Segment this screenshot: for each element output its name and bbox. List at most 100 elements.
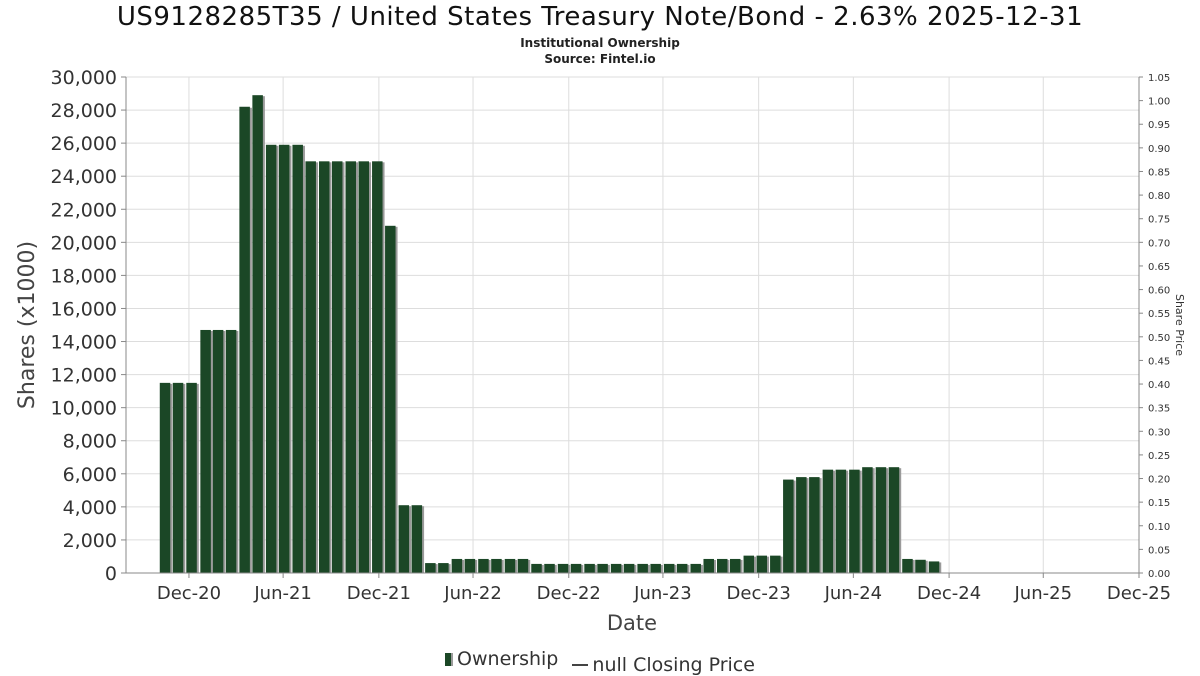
ownership-bar (610, 563, 622, 573)
ownership-bar (663, 563, 675, 573)
ownership-bar (875, 467, 887, 573)
ownership-bar (623, 563, 635, 573)
y-tick-label: 14,000 (51, 332, 117, 354)
y-axis-label: Shares (x1000) (15, 241, 40, 409)
ownership-bar (425, 563, 436, 573)
y-tick-label: 8,000 (63, 431, 117, 453)
x-axis-label: Date (607, 611, 657, 635)
y2-tick-label: 0.65 (1148, 262, 1170, 273)
ownership-bar (345, 161, 357, 573)
y2-tick-label: 0.05 (1148, 545, 1170, 556)
y2-tick-label: 0.35 (1148, 404, 1170, 415)
y-tick-label: 4,000 (63, 497, 117, 519)
y2-tick-label: 0.00 (1148, 569, 1170, 580)
y-tick-label: 24,000 (51, 166, 117, 188)
ownership-bar (225, 329, 237, 573)
ownership-bar (239, 106, 250, 573)
ownership-bar (292, 144, 303, 573)
ownership-bar (796, 477, 807, 573)
ownership-bar (730, 558, 741, 573)
ownership-bar (278, 144, 290, 573)
y-tick-label: 30,000 (51, 67, 117, 89)
ownership-bar (252, 95, 263, 573)
ownership-bar (650, 563, 661, 573)
ownership-bar (200, 329, 211, 573)
x-tick-label: Dec-25 (1107, 583, 1171, 604)
axes: 0 2,000 4,000 6,000 8,000 10,000 12,000 14,000 1… (51, 67, 1172, 604)
ownership-bar (385, 225, 396, 574)
y2-tick-label: 0.20 (1148, 475, 1170, 486)
ownership-bar (504, 558, 516, 573)
ownership-bar (716, 558, 728, 573)
ownership-bar (331, 161, 343, 573)
ownership-bar (544, 563, 555, 573)
ownership-bar (212, 329, 224, 573)
y-tick-label: 2,000 (63, 530, 117, 552)
ownership-bar (915, 559, 926, 573)
y2-tick-label: 0.15 (1148, 498, 1170, 509)
y2-tick-label: 0.80 (1148, 191, 1170, 202)
y2-tick-label: 0.60 (1148, 286, 1170, 297)
ownership-bar (451, 558, 463, 573)
chart-subtitle: Institutional Ownership (520, 36, 680, 50)
y-tick-label: 6,000 (63, 464, 117, 486)
ownership-bar (770, 555, 781, 573)
x-tick-label: Dec-24 (917, 583, 981, 604)
y2-tick-label: 0.95 (1148, 120, 1170, 131)
y2-tick-label: 0.50 (1148, 333, 1170, 344)
y2-tick-label: 0.85 (1148, 167, 1170, 178)
y-tick-label: 0 (105, 563, 117, 585)
ownership-bar (517, 558, 529, 573)
ownership-bar (743, 555, 755, 573)
y-tick-label: 28,000 (51, 100, 117, 122)
x-tick-label: Jun-25 (1014, 583, 1073, 604)
y-tick-label: 18,000 (51, 265, 117, 287)
ownership-bar (584, 563, 595, 573)
ownership-bar (318, 161, 330, 573)
y2-tick-label: 0.40 (1148, 380, 1170, 391)
ownership-bar (570, 563, 582, 573)
legend: Ownership null Closing Price (0, 648, 1200, 676)
ownership-bar (703, 558, 714, 573)
x-tick-label: Jun-24 (824, 583, 883, 604)
ownership-bar (928, 561, 940, 573)
ownership-bar (557, 563, 569, 573)
ownership-bar (756, 555, 768, 573)
chart-source: Source: Fintel.io (544, 52, 656, 66)
y2-tick-label: 0.45 (1148, 356, 1170, 367)
ownership-bar (783, 479, 794, 573)
x-tick-label: Dec-22 (537, 583, 601, 604)
ownership-bar (597, 563, 608, 573)
y2-tick-label: 0.70 (1148, 238, 1170, 249)
ownership-bar (862, 467, 873, 573)
ownership-bar (265, 144, 277, 573)
y-tick-label: 22,000 (51, 199, 117, 221)
legend-ownership: Ownership (445, 648, 558, 670)
y2-tick-label: 0.25 (1148, 451, 1170, 462)
bar-swatch-icon (445, 652, 454, 666)
ownership-bar (159, 382, 171, 573)
y2-tick-label: 0.75 (1148, 215, 1170, 226)
legend-price: null Closing Price (568, 654, 755, 676)
ownership-bar (358, 161, 370, 573)
x-tick-label: Jun-23 (633, 583, 692, 604)
y-tick-label: 10,000 (51, 398, 117, 420)
y2-tick-label: 0.90 (1148, 144, 1170, 155)
y2-tick-label: 0.10 (1148, 522, 1170, 533)
ownership-bar (849, 469, 860, 573)
bars (159, 95, 942, 574)
ownership-bar (491, 558, 502, 573)
ownership-bar (186, 382, 197, 573)
ownership-bar (305, 161, 316, 573)
y-tick-label: 20,000 (51, 232, 117, 254)
ownership-bar (478, 558, 489, 573)
ownership-bar (438, 563, 449, 573)
y2-tick-label: 0.55 (1148, 309, 1170, 320)
ownership-bar (888, 467, 900, 573)
x-tick-label: Jun-22 (443, 583, 502, 604)
ownership-bar (398, 505, 410, 573)
chart-title: US9128285T35 / United States Treasury No… (116, 2, 1084, 32)
line-swatch-icon (572, 663, 589, 666)
x-tick-label: Dec-23 (727, 583, 791, 604)
